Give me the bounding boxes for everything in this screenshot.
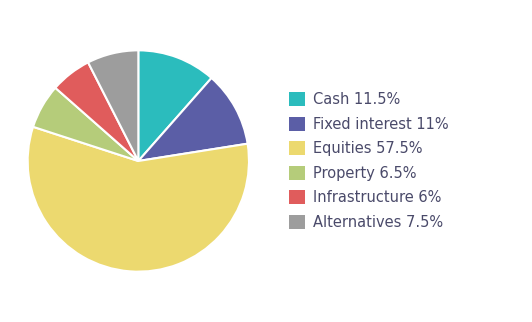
- Wedge shape: [138, 78, 247, 161]
- Wedge shape: [88, 50, 138, 161]
- Wedge shape: [55, 62, 138, 161]
- Legend: Cash 11.5%, Fixed interest 11%, Equities 57.5%, Property 6.5%, Infrastructure 6%: Cash 11.5%, Fixed interest 11%, Equities…: [289, 92, 448, 230]
- Wedge shape: [28, 127, 249, 272]
- Wedge shape: [138, 50, 212, 161]
- Wedge shape: [33, 88, 138, 161]
